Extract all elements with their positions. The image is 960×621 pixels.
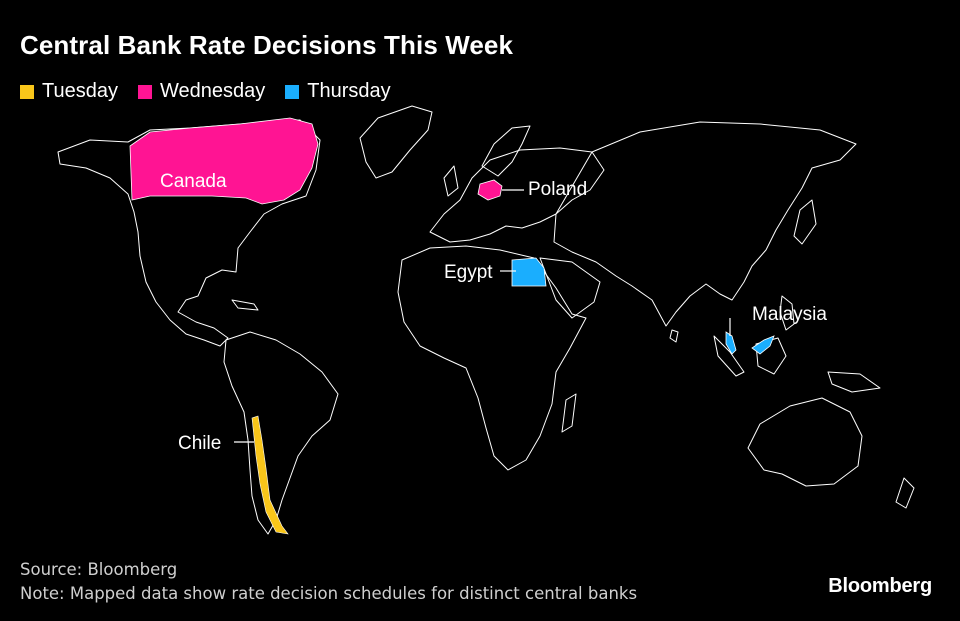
country-poland	[477, 179, 503, 201]
legend-item-thursday: Thursday	[285, 80, 391, 103]
world-map: Canada Poland Egypt Malaysia Chile	[57, 105, 915, 535]
label-canada: Canada	[160, 171, 227, 192]
landmass-north-america	[57, 119, 321, 347]
landmass-philippines	[779, 295, 795, 331]
legend-item-wednesday: Wednesday	[137, 80, 266, 103]
landmass-arabia	[539, 257, 601, 319]
legend-label-thursday: Thursday	[307, 80, 391, 102]
landmass-new-zealand	[895, 477, 915, 509]
landmass-sumatra	[713, 335, 745, 377]
landmass-asia	[553, 121, 857, 327]
source-note: Source: Bloomberg	[20, 560, 178, 579]
country-egypt	[511, 257, 547, 287]
label-chile: Chile	[178, 433, 221, 454]
legend-label-tuesday: Tuesday	[42, 80, 118, 102]
legend-swatch-tuesday	[20, 84, 34, 99]
label-malaysia: Malaysia	[752, 304, 827, 325]
landmass-caribbean	[231, 299, 259, 311]
country-malaysia-peninsular	[725, 331, 737, 355]
label-egypt: Egypt	[444, 262, 493, 283]
legend-swatch-wednesday	[137, 84, 152, 99]
chart-title: Central Bank Rate Decisions This Week	[20, 30, 514, 60]
legend: Tuesday Wednesday Thursday	[20, 80, 391, 103]
landmass-new-guinea	[827, 371, 881, 393]
landmass-africa	[397, 245, 587, 471]
landmass-south-america	[223, 331, 339, 535]
methodology-note: Note: Mapped data show rate decision sch…	[20, 584, 638, 603]
landmass-uk	[443, 165, 459, 197]
country-canada	[129, 117, 319, 205]
landmass-greenland	[359, 105, 433, 179]
landmass-japan	[793, 199, 817, 245]
country-malaysia-borneo	[751, 335, 775, 355]
legend-label-wednesday: Wednesday	[159, 80, 266, 102]
country-chile	[251, 415, 289, 535]
label-poland: Poland	[528, 179, 587, 200]
landmass-madagascar	[561, 393, 577, 433]
landmass-borneo	[755, 337, 787, 375]
legend-item-tuesday: Tuesday	[20, 80, 118, 103]
legend-swatch-thursday	[285, 84, 300, 99]
landmass-scandinavia	[481, 125, 531, 177]
landmass-europe	[429, 147, 605, 243]
footer: Source: Bloomberg Note: Mapped data show…	[20, 558, 637, 606]
landmass-sri-lanka	[669, 329, 679, 343]
bloomberg-logo: Bloomberg	[828, 575, 932, 597]
landmass-australia	[747, 397, 863, 487]
